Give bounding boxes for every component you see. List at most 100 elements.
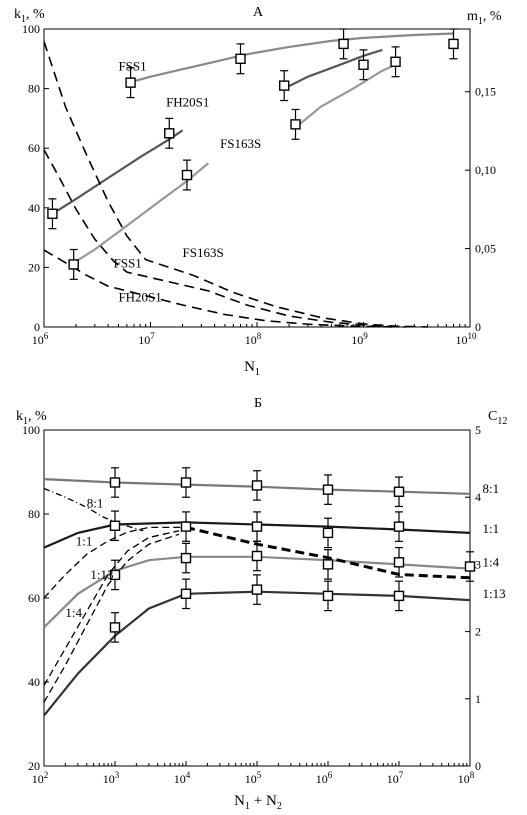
series-label: FH20S1 bbox=[166, 94, 209, 109]
panel-a-data-point bbox=[235, 53, 246, 64]
panel-b-x-tick-label: 106 bbox=[316, 770, 333, 786]
k-curve-fh20s1 bbox=[51, 129, 184, 215]
panel-b-data-point bbox=[109, 477, 121, 488]
series-label: 1:1 bbox=[76, 534, 93, 549]
panel-b: Б k1, % C12 N1 + N2 102 103 104 105 106 107 10… bbox=[16, 396, 507, 812]
series-label: 1:4 bbox=[65, 605, 82, 620]
panel-a-y-right-tick-label: 0,05 bbox=[475, 242, 496, 256]
panel-a-data-point bbox=[358, 59, 369, 70]
panel-a-x-tick-label: 107 bbox=[138, 331, 155, 347]
c-curve-8-1 bbox=[43, 487, 144, 532]
panel-b-y-left-tick-label: 80 bbox=[28, 507, 40, 521]
panel-b-data-point bbox=[464, 561, 476, 572]
panel-a-data-point bbox=[181, 169, 193, 181]
panel-a-x-tick-label: 106 bbox=[32, 331, 49, 347]
k-curve-1-1 bbox=[43, 521, 471, 549]
panel-a-y-right-label: m1, % bbox=[467, 9, 502, 27]
series-label: FSS1 bbox=[118, 59, 146, 74]
panel-a-x-label: N1 bbox=[244, 359, 260, 378]
panel-b-data-point bbox=[251, 521, 263, 532]
panel-b-y-right-tick-label: 4 bbox=[475, 490, 481, 504]
series-label: FSS1 bbox=[114, 255, 142, 270]
panel-b-y-right-tick-label: 5 bbox=[475, 423, 481, 437]
panel-b-data-point bbox=[393, 521, 405, 532]
panel-b-x-label: N1 + N2 bbox=[234, 793, 282, 812]
panel-b-y-left-label: k1, % bbox=[16, 409, 47, 427]
panel-a-data-point bbox=[164, 128, 175, 139]
series-label: 1:13 bbox=[483, 586, 506, 601]
panel-b-data-point bbox=[180, 552, 192, 564]
panel-b-data-point bbox=[393, 590, 405, 602]
panel-b-data-point bbox=[251, 480, 263, 491]
panel-b-y-right-tick-label: 2 bbox=[475, 625, 481, 639]
panel-b-y-left-tick-label: 60 bbox=[28, 591, 40, 605]
m-curve-fs163s bbox=[43, 149, 406, 328]
series-label: 1:13 bbox=[90, 567, 113, 582]
panel-b-x-tick-label: 108 bbox=[458, 770, 475, 786]
panel-a-y-right-tick-label: 0,15 bbox=[475, 85, 496, 99]
panel-a-title: А bbox=[253, 5, 264, 20]
series-label: FS163S bbox=[183, 245, 224, 260]
panel-a-y-right-tick-label: 0 bbox=[475, 320, 481, 334]
panel-b-data-point bbox=[180, 521, 192, 532]
panel-b-x-tick-label: 103 bbox=[103, 770, 120, 786]
panel-b-data-point bbox=[393, 486, 405, 497]
panel-b-data-point bbox=[109, 569, 121, 581]
k-curve-1-13 bbox=[43, 590, 471, 717]
panel-b-y-right-tick-label: 3 bbox=[475, 557, 481, 571]
series-label: 8:1 bbox=[87, 496, 104, 511]
panel-a-data-point bbox=[68, 259, 79, 270]
series-label: 8:1 bbox=[483, 481, 500, 496]
panel-a-y-left-tick-label: 80 bbox=[28, 82, 40, 96]
panel-a-y-left-tick-label: 100 bbox=[22, 22, 40, 36]
panel-b-data-point bbox=[322, 590, 334, 602]
panel-b-data-point bbox=[109, 622, 121, 633]
panel-b-x-tick-label: 105 bbox=[245, 770, 262, 786]
panel-b-y-right-tick-label: 1 bbox=[475, 692, 481, 706]
panel-b-x-tick-label: 107 bbox=[387, 770, 404, 786]
panel-b-data-point bbox=[251, 584, 263, 595]
panel-b-data-point bbox=[109, 520, 121, 531]
panel-b-y-left-tick-label: 100 bbox=[22, 423, 40, 437]
panel-b-data-point bbox=[180, 477, 192, 488]
panel-b-y-left-tick-label: 40 bbox=[28, 675, 40, 689]
panel-a-y-right-tick-label: 0,10 bbox=[475, 163, 496, 177]
panel-a-data-point bbox=[290, 119, 301, 130]
m-curve-fss1 bbox=[43, 41, 428, 328]
k-curve-fss1 bbox=[128, 32, 454, 84]
panel-a-data-point bbox=[278, 80, 290, 91]
panel-b-x-tick-label: 104 bbox=[174, 770, 191, 786]
panel-b-x-tick-label: 102 bbox=[32, 770, 49, 786]
panel-b-data-point bbox=[322, 527, 334, 539]
panel-b-data-point bbox=[180, 588, 192, 599]
panel-a-x-tick-label: 109 bbox=[351, 331, 368, 347]
panel-a-data-point bbox=[448, 38, 459, 50]
panel-a-x-tick-label: 1010 bbox=[456, 331, 478, 347]
panel-b-y-right-tick-label: 0 bbox=[475, 759, 481, 773]
panel-a-y-left-tick-label: 0 bbox=[34, 320, 40, 334]
panel-a-y-left-tick-label: 40 bbox=[28, 201, 40, 215]
panel-b-data-point bbox=[322, 484, 334, 495]
panel-a-data-point bbox=[338, 38, 349, 50]
k-curve-fh20s1 bbox=[283, 48, 383, 90]
panel-a-data-point bbox=[390, 56, 401, 67]
panel-a-y-left-label: k1, % bbox=[14, 7, 45, 25]
panel-a-y-left-tick-label: 60 bbox=[28, 141, 40, 155]
panel-a-data-point bbox=[125, 77, 136, 88]
k-curve-fs163s bbox=[298, 63, 397, 126]
panel-b-data-point bbox=[322, 559, 334, 570]
series-label: 1:4 bbox=[483, 555, 500, 570]
panel-a: А k1, % m1, % N1 106 107 108 109 10100204060… bbox=[14, 5, 502, 378]
c-curve-1-13 bbox=[43, 533, 180, 703]
panel-b-title: Б bbox=[254, 396, 262, 411]
panel-b-data-point bbox=[393, 557, 405, 568]
panel-a-x-tick-label: 108 bbox=[245, 331, 262, 347]
series-label: 1:1 bbox=[483, 521, 500, 536]
panel-a-y-left-tick-label: 20 bbox=[28, 260, 40, 274]
panel-b-y-right-label: C12 bbox=[488, 409, 507, 427]
panel-b-y-left-tick-label: 20 bbox=[28, 759, 40, 773]
m-curve-fh20s1 bbox=[43, 249, 396, 328]
panel-b-data-point bbox=[251, 550, 263, 562]
series-label: FS163S bbox=[220, 136, 261, 151]
